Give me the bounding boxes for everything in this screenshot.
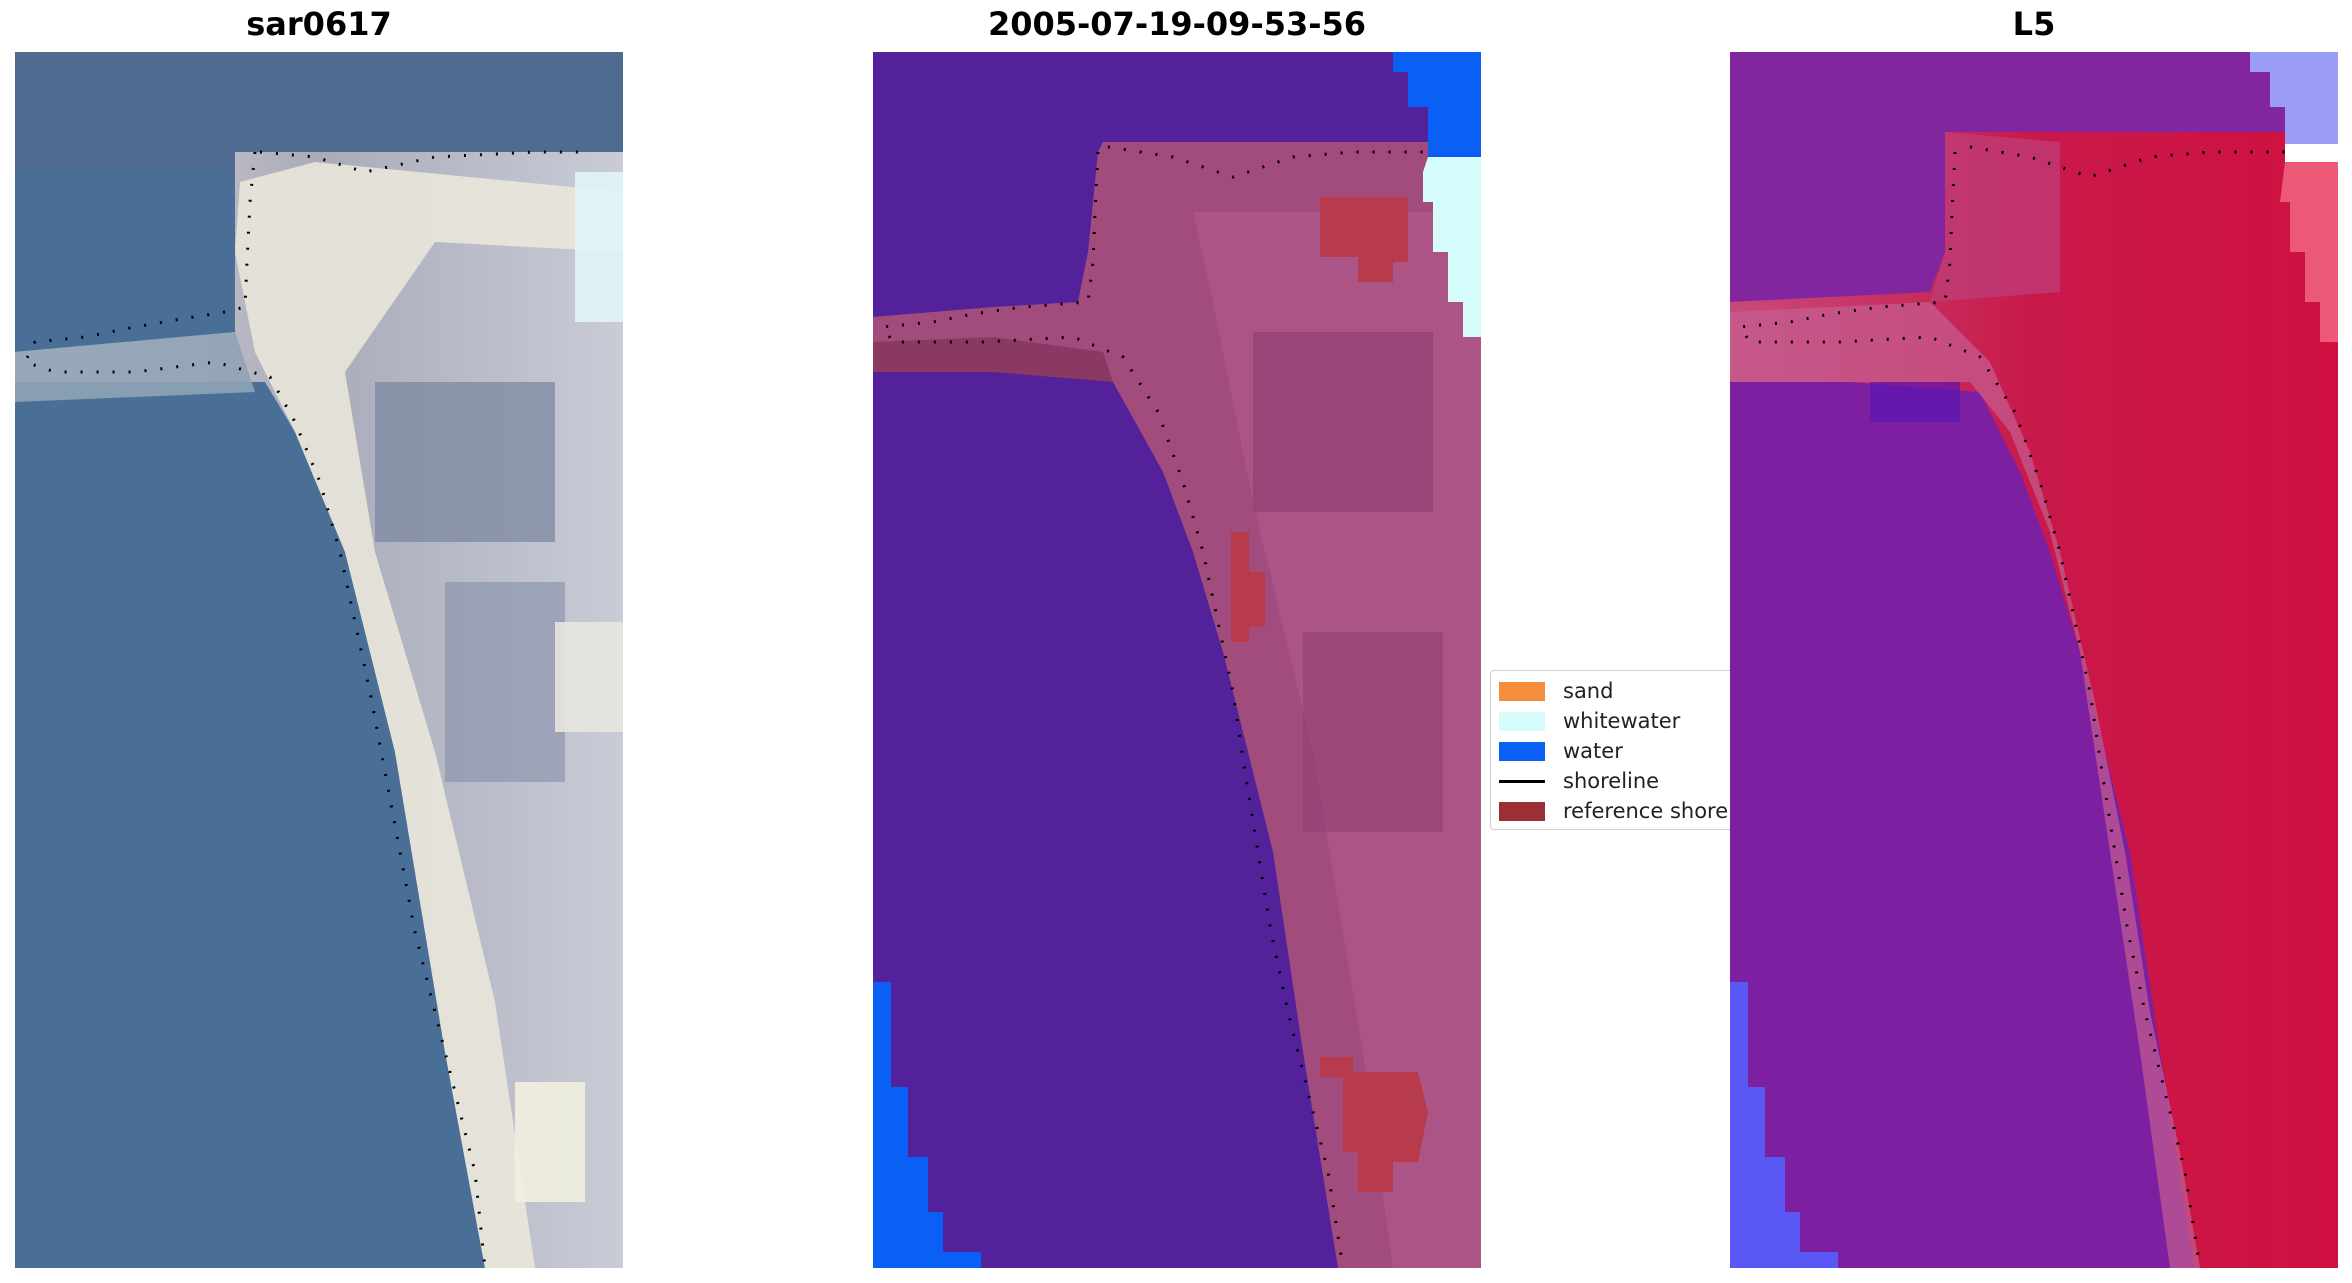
panel-title-classification: 2005-07-19-09-53-56: [987, 5, 1367, 43]
white-patch: [2285, 144, 2338, 162]
legend-swatch-whitewater: [1499, 711, 1545, 731]
water-patch: [873, 982, 981, 1268]
mndwi-panel: [1730, 52, 2338, 1268]
sand-patch: [1320, 1057, 1428, 1192]
legend-label-shoreline: shoreline: [1563, 769, 1660, 793]
water-patch: [1730, 982, 1838, 1268]
panel-title-rgb: sar0617: [246, 5, 392, 43]
water-patch: [1393, 52, 1481, 157]
classification-image: [873, 52, 1481, 1268]
bright-water-patch: [2250, 52, 2338, 147]
legend-item-reference-shoreline: reference shoreli: [1499, 797, 1740, 825]
rgb-image-panel: [15, 52, 623, 1268]
legend-swatch-sand: [1499, 681, 1545, 701]
legend-swatch-water: [1499, 741, 1545, 761]
whitewater-patch: [1423, 157, 1481, 337]
shoreline-dots: [1737, 151, 2202, 1268]
shoreline-dots: [1107, 145, 1428, 179]
legend: sand whitewater water shoreline referenc…: [1490, 670, 1752, 830]
rgb-image: [15, 52, 623, 1268]
legend-label-sand: sand: [1563, 679, 1614, 703]
shoreline-dots: [880, 151, 1345, 1268]
sand-patch: [1231, 532, 1249, 642]
legend-item-sand: sand: [1499, 677, 1613, 705]
legend-item-water: water: [1499, 737, 1623, 765]
legend-item-shoreline: shoreline: [1499, 767, 1659, 795]
legend-line-shoreline: [1499, 779, 1545, 783]
legend-swatch-reference-shoreline: [1499, 801, 1545, 821]
pink-patch: [2280, 162, 2338, 342]
classification-panel: [873, 52, 1481, 1268]
legend-item-whitewater: whitewater: [1499, 707, 1680, 735]
sand-patch: [1320, 197, 1408, 282]
mndwi-image: [1730, 52, 2338, 1268]
legend-label-reference-shoreline: reference shoreli: [1563, 799, 1740, 823]
sand-patch: [1249, 572, 1265, 627]
legend-label-water: water: [1563, 739, 1623, 763]
panel-title-mndwi: L5: [2012, 5, 2056, 43]
legend-label-whitewater: whitewater: [1563, 709, 1681, 733]
